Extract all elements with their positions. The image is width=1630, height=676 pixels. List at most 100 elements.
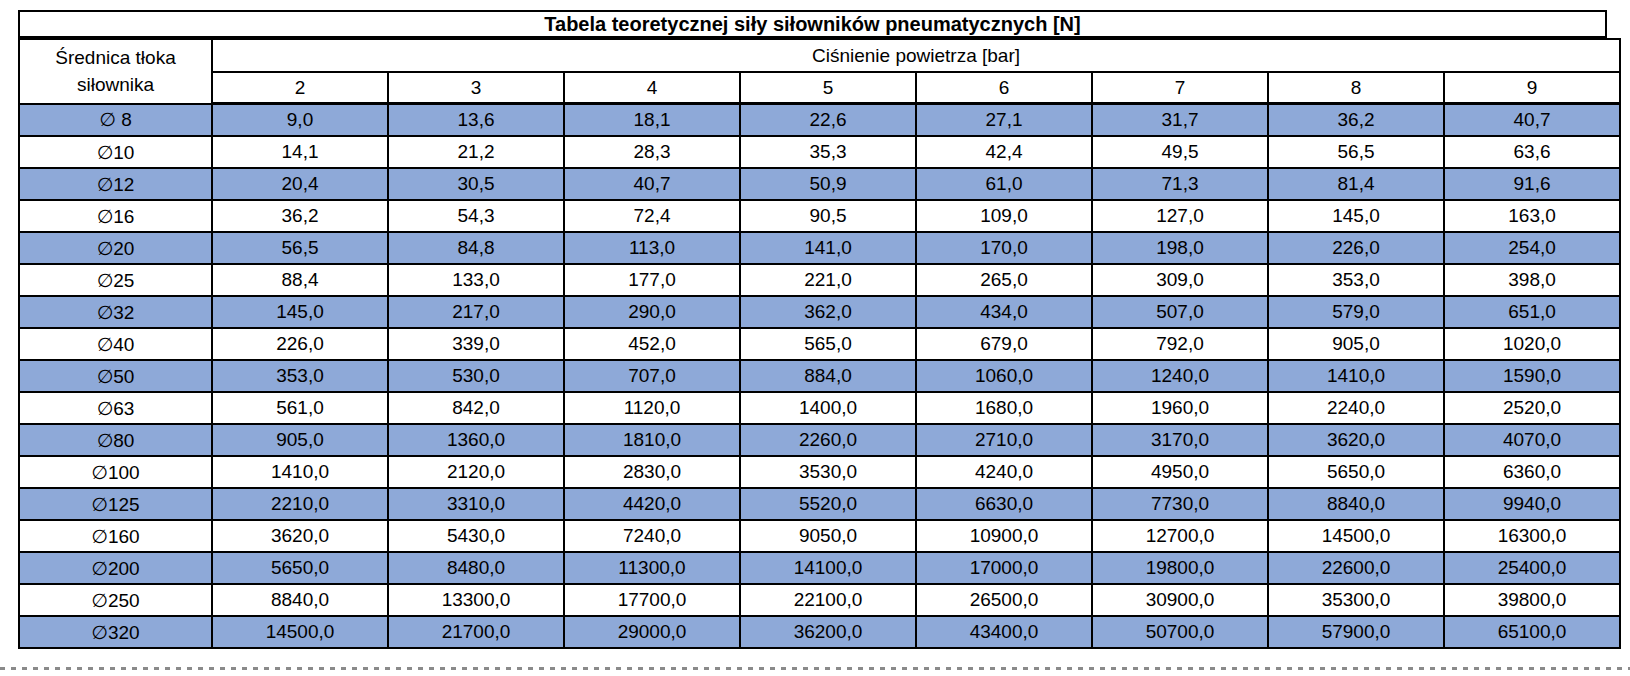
force-value-cell: 1590,0 (1444, 360, 1620, 392)
force-value-cell: 254,0 (1444, 232, 1620, 264)
force-value-cell: 14,1 (212, 136, 388, 168)
force-value-cell: 30900,0 (1092, 584, 1268, 616)
force-value-cell: 2710,0 (916, 424, 1092, 456)
force-value-cell: 133,0 (388, 264, 564, 296)
table-row: ∅32145,0217,0290,0362,0434,0507,0579,065… (19, 296, 1620, 328)
force-value-cell: 309,0 (1092, 264, 1268, 296)
force-value-cell: 13,6 (388, 104, 564, 137)
force-value-cell: 6360,0 (1444, 456, 1620, 488)
pressure-header-2-bar: 2 (212, 72, 388, 104)
diameter-cell: ∅63 (19, 392, 212, 424)
force-value-cell: 3530,0 (740, 456, 916, 488)
force-value-cell: 9,0 (212, 104, 388, 137)
diameter-header-line2: siłownika (20, 71, 211, 98)
force-value-cell: 4070,0 (1444, 424, 1620, 456)
force-value-cell: 14100,0 (740, 552, 916, 584)
force-value-cell: 221,0 (740, 264, 916, 296)
force-value-cell: 792,0 (1092, 328, 1268, 360)
diameter-cell: ∅320 (19, 616, 212, 648)
force-value-cell: 113,0 (564, 232, 740, 264)
table-row: ∅2056,584,8113,0141,0170,0198,0226,0254,… (19, 232, 1620, 264)
force-value-cell: 5650,0 (212, 552, 388, 584)
diameter-cell: ∅40 (19, 328, 212, 360)
force-value-cell: 36,2 (212, 200, 388, 232)
force-value-cell: 561,0 (212, 392, 388, 424)
force-value-cell: 42,4 (916, 136, 1092, 168)
force-value-cell: 30,5 (388, 168, 564, 200)
force-value-cell: 11300,0 (564, 552, 740, 584)
force-value-cell: 2240,0 (1268, 392, 1444, 424)
force-value-cell: 17700,0 (564, 584, 740, 616)
table-title: Tabela teoretycznej siły siłowników pneu… (18, 10, 1607, 38)
force-value-cell: 50700,0 (1092, 616, 1268, 648)
diameter-cell: ∅80 (19, 424, 212, 456)
force-value-cell: 20,4 (212, 168, 388, 200)
force-value-cell: 362,0 (740, 296, 916, 328)
table-row: ∅2508840,013300,017700,022100,026500,030… (19, 584, 1620, 616)
force-value-cell: 3170,0 (1092, 424, 1268, 456)
spreadsheet-page: Tabela teoretycznej siły siłowników pneu… (0, 0, 1630, 676)
diameter-cell: ∅100 (19, 456, 212, 488)
force-value-cell: 5430,0 (388, 520, 564, 552)
diameter-cell: ∅250 (19, 584, 212, 616)
force-value-cell: 35,3 (740, 136, 916, 168)
force-value-cell: 22,6 (740, 104, 916, 137)
force-value-cell: 90,5 (740, 200, 916, 232)
table-row: ∅63561,0842,01120,01400,01680,01960,0224… (19, 392, 1620, 424)
force-value-cell: 71,3 (1092, 168, 1268, 200)
force-value-cell: 565,0 (740, 328, 916, 360)
force-value-cell: 265,0 (916, 264, 1092, 296)
pressure-header-8-bar: 8 (1268, 72, 1444, 104)
force-value-cell: 81,4 (1268, 168, 1444, 200)
force-value-cell: 1120,0 (564, 392, 740, 424)
force-value-cell: 26500,0 (916, 584, 1092, 616)
force-value-cell: 109,0 (916, 200, 1092, 232)
force-value-cell: 91,6 (1444, 168, 1620, 200)
force-value-cell: 56,5 (212, 232, 388, 264)
force-value-cell: 3620,0 (1268, 424, 1444, 456)
force-value-cell: 2520,0 (1444, 392, 1620, 424)
force-value-cell: 842,0 (388, 392, 564, 424)
force-value-cell: 507,0 (1092, 296, 1268, 328)
table-row: ∅2005650,08480,011300,014100,017000,0198… (19, 552, 1620, 584)
force-value-cell: 353,0 (212, 360, 388, 392)
diameter-column-header: Średnica tłoka siłownika (19, 39, 212, 104)
force-value-cell: 5520,0 (740, 488, 916, 520)
diameter-cell: ∅32 (19, 296, 212, 328)
force-value-cell: 61,0 (916, 168, 1092, 200)
force-value-cell: 65100,0 (1444, 616, 1620, 648)
force-value-cell: 21,2 (388, 136, 564, 168)
force-value-cell: 226,0 (1268, 232, 1444, 264)
force-value-cell: 56,5 (1268, 136, 1444, 168)
force-value-cell: 50,9 (740, 168, 916, 200)
force-value-cell: 145,0 (212, 296, 388, 328)
force-value-cell: 1810,0 (564, 424, 740, 456)
force-value-cell: 452,0 (564, 328, 740, 360)
force-value-cell: 31,7 (1092, 104, 1268, 137)
force-value-cell: 35300,0 (1268, 584, 1444, 616)
force-value-cell: 1960,0 (1092, 392, 1268, 424)
force-value-cell: 88,4 (212, 264, 388, 296)
force-value-cell: 25400,0 (1444, 552, 1620, 584)
table-row: ∅1001410,02120,02830,03530,04240,04950,0… (19, 456, 1620, 488)
force-value-cell: 7240,0 (564, 520, 740, 552)
table-row: ∅1603620,05430,07240,09050,010900,012700… (19, 520, 1620, 552)
force-value-cell: 2120,0 (388, 456, 564, 488)
pressure-header-7-bar: 7 (1092, 72, 1268, 104)
force-value-cell: 339,0 (388, 328, 564, 360)
force-value-cell: 40,7 (1444, 104, 1620, 137)
force-value-cell: 434,0 (916, 296, 1092, 328)
force-value-cell: 39800,0 (1444, 584, 1620, 616)
force-value-cell: 1360,0 (388, 424, 564, 456)
force-value-cell: 290,0 (564, 296, 740, 328)
table-row: ∅32014500,021700,029000,036200,043400,05… (19, 616, 1620, 648)
force-value-cell: 43400,0 (916, 616, 1092, 648)
force-value-cell: 170,0 (916, 232, 1092, 264)
force-value-cell: 2830,0 (564, 456, 740, 488)
force-value-cell: 27,1 (916, 104, 1092, 137)
force-value-cell: 1400,0 (740, 392, 916, 424)
force-value-cell: 36200,0 (740, 616, 916, 648)
force-value-cell: 1680,0 (916, 392, 1092, 424)
force-value-cell: 127,0 (1092, 200, 1268, 232)
diameter-cell: ∅20 (19, 232, 212, 264)
